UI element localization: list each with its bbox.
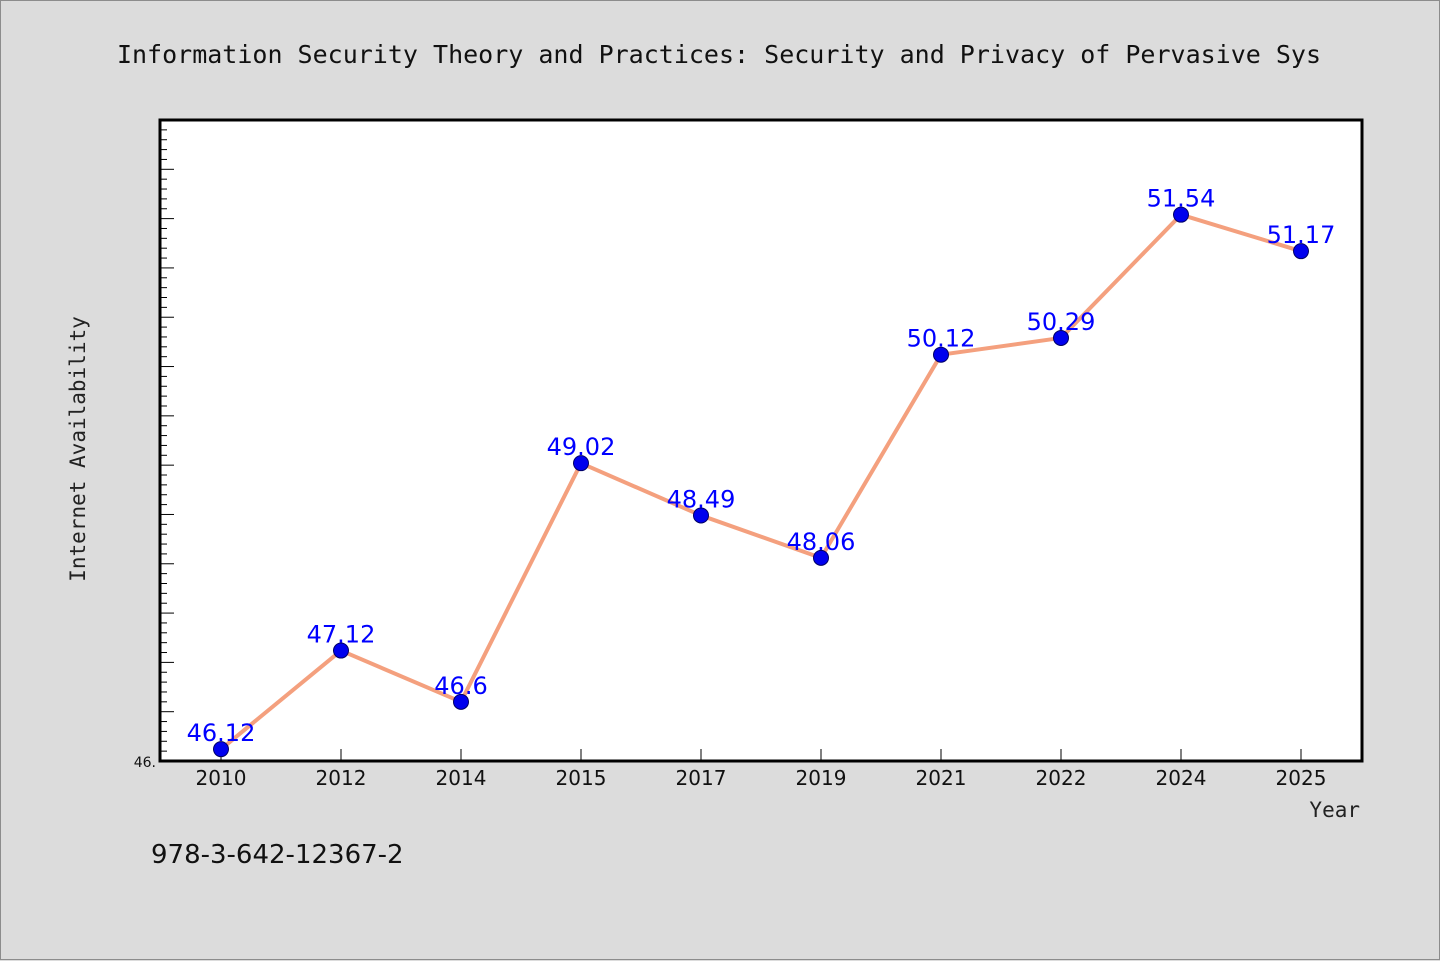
data-label: 46.6 (434, 672, 487, 700)
isbn-footnote: 978-3-642-12367-2 (151, 840, 404, 870)
data-point (333, 642, 349, 659)
x-tick-label: 2017 (676, 766, 727, 790)
x-axis-ticks (220, 749, 1302, 761)
data-label: 47.12 (307, 621, 376, 649)
data-label: 51.54 (1147, 185, 1216, 213)
data-label: 49.02 (547, 433, 616, 461)
x-tick-label: 2022 (1036, 766, 1087, 790)
x-axis-tick-labels: 2010 2012 2014 2015 2017 2019 2021 2022 2024 2025 (196, 766, 1327, 790)
x-tick-label: 2019 (796, 766, 847, 790)
data-point (1173, 206, 1189, 223)
chart-title: Information Security Theory and Practice… (117, 40, 1321, 69)
data-label: 51.17 (1267, 221, 1336, 249)
series-line-group: 46.12 47.12 46.6 49.02 48.49 48.06 50.12 50.29 5… (187, 185, 1336, 758)
data-label: 50.12 (907, 325, 976, 353)
data-point (813, 549, 829, 566)
data-point (213, 741, 229, 758)
x-axis-label: Year (1309, 798, 1360, 822)
data-point (1053, 329, 1069, 346)
x-tick-label: 2025 (1276, 766, 1327, 790)
y-axis-ticks (160, 129, 174, 752)
x-tick-label: 2024 (1156, 766, 1207, 790)
data-label: 46.12 (187, 719, 256, 747)
data-label: 50.29 (1027, 308, 1096, 336)
data-point (693, 507, 709, 524)
data-point (453, 693, 469, 710)
x-tick-label: 2010 (196, 766, 247, 790)
plot-area (158, 118, 1364, 763)
data-label: 48.49 (667, 485, 736, 513)
x-tick-label: 2021 (916, 766, 967, 790)
y-tick-label: 46. (134, 755, 156, 771)
data-point (933, 346, 949, 363)
data-point (1293, 243, 1309, 260)
data-label: 48.06 (787, 528, 856, 556)
y-axis-label: Internet Availability (66, 316, 90, 582)
data-point (573, 455, 589, 472)
x-tick-label: 2014 (436, 766, 487, 790)
series-line (219, 212, 1302, 751)
x-tick-label: 2015 (556, 766, 607, 790)
x-tick-label: 2012 (316, 766, 367, 790)
